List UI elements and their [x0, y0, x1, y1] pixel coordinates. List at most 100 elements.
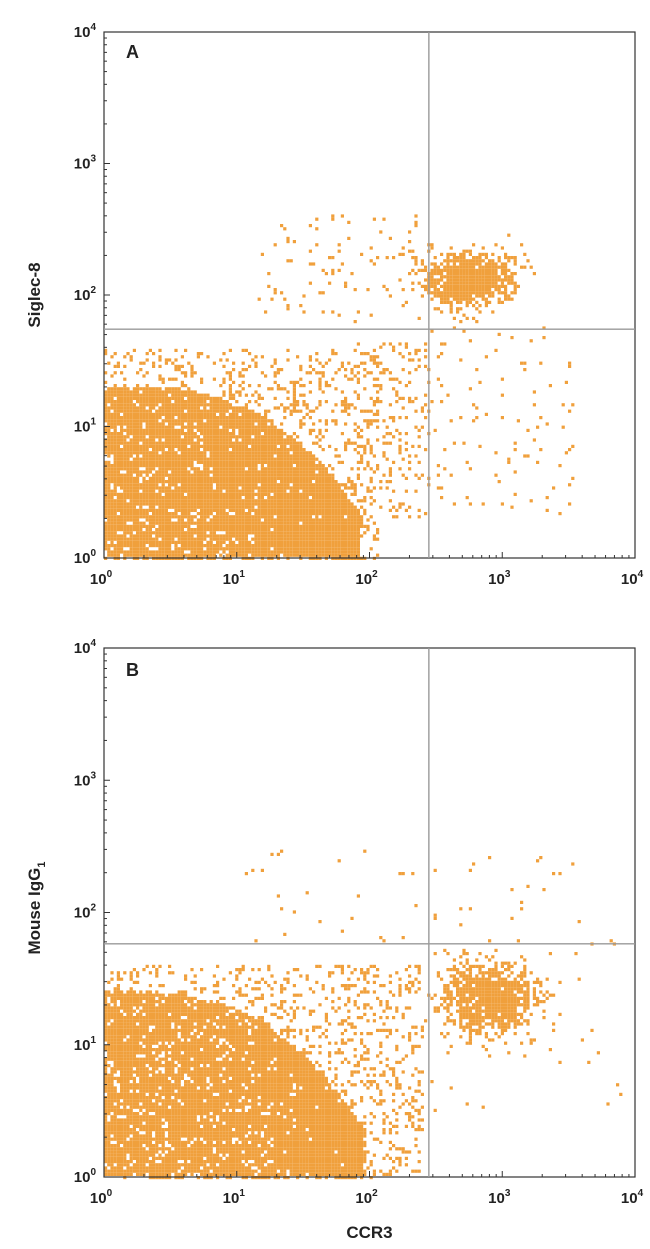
event-dot [196, 502, 200, 506]
event-dot [299, 1096, 303, 1100]
event-dot [225, 1150, 229, 1154]
event-dot [219, 460, 223, 464]
event-dot [254, 441, 258, 445]
event-dot [158, 355, 162, 359]
event-dot [305, 502, 309, 506]
event-dot [334, 515, 338, 519]
event-dot [267, 540, 271, 544]
event-dot [113, 406, 117, 410]
event-dot [206, 432, 210, 436]
event-dot [116, 390, 120, 394]
event-dot [318, 499, 322, 503]
event-dot [155, 409, 159, 413]
event-dot [465, 291, 469, 295]
event-dot [126, 476, 130, 480]
event-dot [321, 1115, 325, 1119]
event-dot [340, 531, 344, 535]
event-dot [244, 515, 248, 519]
event-dot [388, 403, 392, 407]
event-dot [292, 448, 296, 452]
event-dot [148, 1118, 152, 1122]
event-dot [264, 1099, 268, 1103]
event-dot [360, 361, 364, 365]
event-dot [174, 393, 178, 397]
event-dot [200, 486, 204, 490]
event-dot [174, 467, 178, 471]
event-dot [171, 361, 175, 365]
event-dot [257, 444, 261, 448]
event-dot [168, 409, 172, 413]
event-dot [203, 553, 207, 557]
event-dot [302, 473, 306, 477]
event-dot [299, 531, 303, 535]
event-dot [430, 278, 434, 282]
event-dot [241, 441, 245, 445]
event-dot [123, 1041, 127, 1045]
event-dot [276, 534, 280, 538]
event-dot [280, 508, 284, 512]
event-dot [257, 448, 261, 452]
event-dot [305, 534, 309, 538]
event-dot [280, 499, 284, 503]
event-dot [168, 499, 172, 503]
event-dot [449, 473, 453, 477]
event-dot [219, 457, 223, 461]
event-dot [203, 422, 207, 426]
event-dot [270, 486, 274, 490]
event-dot [296, 1054, 300, 1058]
event-dot [254, 502, 258, 506]
event-dot [276, 521, 280, 525]
event-dot [222, 505, 226, 509]
event-dot [449, 294, 453, 298]
event-dot [216, 403, 220, 407]
event-dot [289, 489, 293, 493]
event-dot [372, 521, 376, 525]
event-dot [350, 515, 354, 519]
event-dot [132, 1144, 136, 1148]
event-dot [481, 278, 485, 282]
event-dot [452, 265, 456, 269]
event-dot [315, 521, 319, 525]
event-dot [308, 524, 312, 528]
event-dot [408, 272, 412, 276]
event-dot [289, 403, 293, 407]
event-dot [161, 396, 165, 400]
event-dot [369, 502, 373, 506]
event-dot [177, 460, 181, 464]
event-dot [251, 480, 255, 484]
event-dot [164, 403, 168, 407]
event-dot [126, 528, 130, 532]
event-dot [216, 492, 220, 496]
event-dot [228, 537, 232, 541]
event-dot [193, 1144, 197, 1148]
event-dot [212, 422, 216, 426]
event-dot [292, 393, 296, 397]
event-dot [196, 457, 200, 461]
event-dot [276, 512, 280, 516]
event-dot [308, 480, 312, 484]
event-dot [228, 518, 232, 522]
event-dot [136, 537, 140, 541]
event-dot [235, 451, 239, 455]
event-dot [174, 1137, 178, 1141]
event-dot [142, 419, 146, 423]
event-dot [136, 428, 140, 432]
event-dot [318, 400, 322, 404]
event-dot [206, 547, 210, 551]
event-dot [292, 518, 296, 522]
event-dot [174, 454, 178, 458]
event-dot [299, 304, 303, 308]
event-dot [174, 508, 178, 512]
event-dot [260, 371, 264, 375]
event-dot [158, 364, 162, 368]
event-dot [286, 406, 290, 410]
event-dot [152, 454, 156, 458]
event-dot [206, 457, 210, 461]
event-dot [238, 390, 242, 394]
event-dot [190, 432, 194, 436]
event-dot [164, 454, 168, 458]
event-dot [273, 470, 277, 474]
event-dot [260, 528, 264, 532]
event-dot [401, 304, 405, 308]
event-dot [244, 489, 248, 493]
